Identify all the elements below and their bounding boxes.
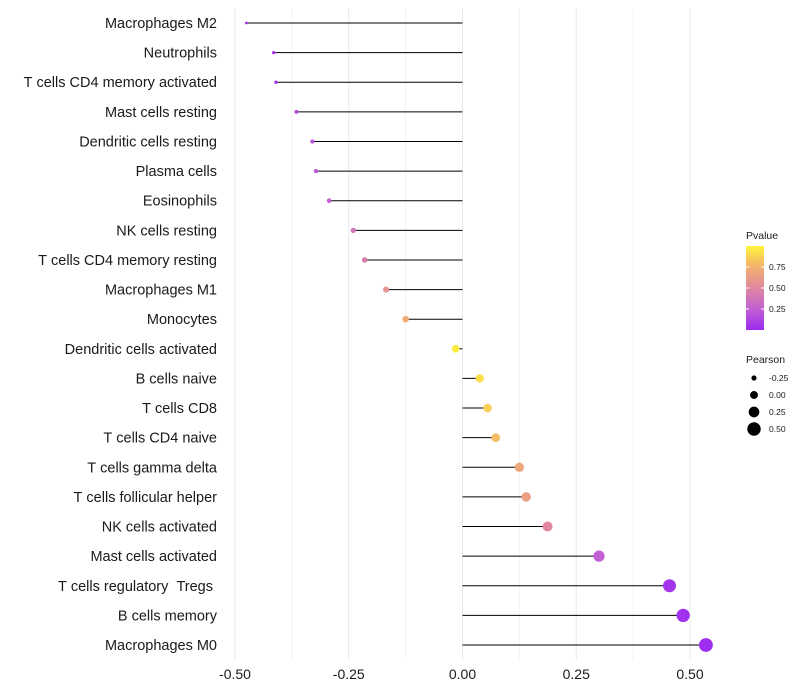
size-legend-label: 0.00 [769, 390, 786, 400]
size-legend-dot [748, 406, 760, 418]
category-label: Dendritic cells activated [65, 342, 217, 358]
size-legend-label: 0.50 [769, 424, 786, 434]
lollipop-dot [491, 433, 501, 443]
lollipop-dot [663, 579, 677, 593]
lollipop-dot [310, 139, 315, 144]
size-legend-dot [751, 375, 757, 381]
lollipop-dot [676, 608, 690, 623]
lollipop-dot [245, 21, 248, 25]
colorbar-tick-label: 0.75 [769, 262, 786, 272]
lollipop-dot [542, 521, 553, 532]
category-label: Mast cells activated [90, 549, 217, 565]
category-label: Neutrophils [144, 46, 217, 62]
pvalue-colorbar [746, 246, 764, 330]
lollipop-dot [326, 198, 332, 204]
colorbar-tick-label: 0.25 [769, 304, 786, 314]
pvalue-legend: Pvalue 0.25 0.50 0.75 [746, 230, 786, 330]
lollipop-dot [274, 80, 278, 84]
size-legend-dot [747, 422, 761, 436]
lollipop-dot [361, 257, 368, 263]
x-tick-label: 0.50 [676, 666, 703, 682]
size-legend-label: 0.25 [769, 407, 786, 417]
lollipop-dot [402, 315, 409, 323]
category-label: Mast cells resting [105, 105, 217, 121]
category-label: T cells gamma delta [87, 460, 218, 476]
size-legend-dot [750, 391, 758, 399]
lollipop-dot [475, 374, 484, 383]
x-tick-label: 0.00 [449, 666, 476, 682]
pvalue-legend-title: Pvalue [746, 230, 778, 242]
lollipop-dot [294, 109, 299, 114]
category-label: Dendritic cells resting [79, 134, 217, 150]
lollipop-dot [514, 462, 525, 472]
category-label: Macrophages M1 [105, 283, 217, 299]
category-label: B cells naive [136, 371, 217, 387]
category-label: NK cells activated [102, 520, 217, 536]
category-label: T cells regulatory Tregs [58, 579, 217, 595]
lollipop-dot [483, 403, 492, 413]
category-labels: Macrophages M2 Neutrophils T cells CD4 mem… [24, 16, 218, 654]
category-label: NK cells resting [116, 223, 217, 239]
lollipop-dot [521, 492, 531, 502]
category-label: T cells CD4 naive [103, 431, 217, 447]
x-tick-label: 0.25 [563, 666, 590, 682]
lollipop-dots [245, 21, 713, 652]
category-label: T cells follicular helper [74, 490, 218, 506]
lollipop-dot [383, 286, 390, 293]
category-label: T cells CD4 memory activated [24, 75, 217, 91]
lollipop-dot [699, 638, 713, 652]
x-tick-label: -0.25 [333, 666, 365, 682]
category-label: Macrophages M0 [105, 638, 217, 654]
pearson-legend: Pearson -0.25 0.00 0.25 0.50 [746, 354, 789, 436]
lollipop-dot [350, 227, 356, 233]
category-label: T cells CD8 [142, 401, 217, 417]
size-legend-label: -0.25 [769, 373, 789, 383]
lollipop-dot [272, 50, 276, 55]
category-label: Macrophages M2 [105, 16, 217, 32]
category-label: T cells CD4 memory resting [38, 253, 217, 269]
lollipop-stems [246, 22, 706, 646]
grid-lines [234, 8, 691, 660]
x-axis-ticks: -0.50 -0.25 0.00 0.25 0.50 [219, 666, 704, 682]
lollipop-dot [593, 550, 605, 562]
category-label: B cells memory [118, 608, 218, 624]
category-label: Eosinophils [143, 194, 217, 210]
category-label: Plasma cells [136, 164, 217, 180]
lollipop-dot [451, 344, 460, 353]
x-tick-label: -0.50 [219, 666, 251, 682]
pearson-legend-title: Pearson [746, 354, 785, 366]
category-label: Monocytes [147, 312, 217, 328]
colorbar-tick-label: 0.50 [769, 283, 786, 293]
lollipop-dot [313, 168, 319, 174]
